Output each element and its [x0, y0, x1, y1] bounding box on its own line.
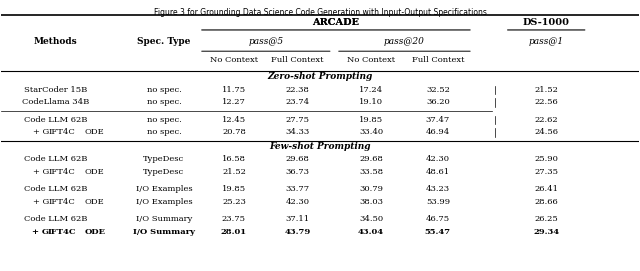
Text: 19.85: 19.85: [359, 116, 383, 124]
Text: 48.61: 48.61: [426, 168, 450, 176]
Text: 29.34: 29.34: [533, 228, 559, 236]
Text: No Context: No Context: [347, 56, 395, 64]
Text: Figure 3 for Grounding Data Science Code Generation with Input-Output Specificat: Figure 3 for Grounding Data Science Code…: [154, 8, 486, 17]
Text: 42.30: 42.30: [426, 155, 450, 163]
Text: 19.10: 19.10: [359, 98, 383, 106]
Text: + G: + G: [33, 198, 49, 206]
Text: Code LLM 62B: Code LLM 62B: [24, 185, 87, 193]
Text: ARCADE: ARCADE: [312, 18, 360, 27]
Text: DS-1000: DS-1000: [523, 18, 570, 27]
Text: 37.11: 37.11: [285, 215, 310, 223]
Text: I/O Examples: I/O Examples: [136, 198, 192, 206]
Text: no spec.: no spec.: [147, 128, 181, 136]
Text: Full Context: Full Context: [412, 56, 464, 64]
Text: 34.33: 34.33: [285, 128, 310, 136]
Text: 29.68: 29.68: [285, 155, 310, 163]
Text: 17.24: 17.24: [359, 86, 383, 93]
Text: IFT4C: IFT4C: [49, 128, 76, 136]
Text: Code LLM 62B: Code LLM 62B: [24, 155, 87, 163]
Text: 26.25: 26.25: [534, 215, 558, 223]
Text: I/O Summary: I/O Summary: [133, 228, 195, 236]
Text: IFT4C: IFT4C: [47, 228, 76, 236]
Text: 20.78: 20.78: [222, 128, 246, 136]
Text: 25.90: 25.90: [534, 155, 558, 163]
Text: Spec. Type: Spec. Type: [137, 37, 191, 46]
Text: No Context: No Context: [210, 56, 258, 64]
Text: 43.04: 43.04: [358, 228, 384, 236]
Text: 11.75: 11.75: [222, 86, 246, 93]
Text: + G: + G: [32, 228, 49, 236]
Text: 53.99: 53.99: [426, 198, 450, 206]
Text: 46.94: 46.94: [426, 128, 450, 136]
Text: 28.66: 28.66: [534, 198, 558, 206]
Text: Few-shot Prompting: Few-shot Prompting: [269, 142, 371, 151]
Text: 26.41: 26.41: [534, 185, 558, 193]
Text: Methods: Methods: [34, 37, 77, 46]
Text: 43.79: 43.79: [285, 228, 311, 236]
Text: 12.27: 12.27: [222, 98, 246, 106]
Text: 55.47: 55.47: [425, 228, 451, 236]
Text: 28.01: 28.01: [221, 228, 247, 236]
Text: CodeLlama 34B: CodeLlama 34B: [22, 98, 89, 106]
Text: 22.56: 22.56: [534, 98, 558, 106]
Text: 16.58: 16.58: [222, 155, 246, 163]
Text: 36.20: 36.20: [426, 98, 450, 106]
Text: ODE: ODE: [84, 128, 104, 136]
Text: 25.23: 25.23: [222, 198, 246, 206]
Text: 27.75: 27.75: [285, 116, 310, 124]
Text: 23.75: 23.75: [222, 215, 246, 223]
Text: 33.40: 33.40: [359, 128, 383, 136]
Text: TypeDesc: TypeDesc: [143, 168, 184, 176]
Text: 46.75: 46.75: [426, 215, 450, 223]
Text: 23.74: 23.74: [285, 98, 310, 106]
Text: 12.45: 12.45: [222, 116, 246, 124]
Text: 38.03: 38.03: [359, 198, 383, 206]
Text: 37.47: 37.47: [426, 116, 450, 124]
Text: Full Context: Full Context: [271, 56, 324, 64]
Text: 32.52: 32.52: [426, 86, 450, 93]
Text: 22.62: 22.62: [534, 116, 558, 124]
Text: 42.30: 42.30: [285, 198, 310, 206]
Text: 27.35: 27.35: [534, 168, 558, 176]
Text: TypeDesc: TypeDesc: [143, 155, 184, 163]
Text: StarCoder 15B: StarCoder 15B: [24, 86, 87, 93]
Text: IFT4C: IFT4C: [49, 198, 76, 206]
Text: + G: + G: [33, 168, 49, 176]
Text: ODE: ODE: [84, 228, 105, 236]
Text: pass@1: pass@1: [529, 37, 564, 46]
Text: 29.68: 29.68: [359, 155, 383, 163]
Text: 43.23: 43.23: [426, 185, 450, 193]
Text: I/O Examples: I/O Examples: [136, 185, 192, 193]
Text: ODE: ODE: [84, 198, 104, 206]
Text: 33.58: 33.58: [359, 168, 383, 176]
Text: 24.56: 24.56: [534, 128, 558, 136]
Text: ARCADE: ARCADE: [312, 18, 360, 27]
Text: Code LLM 62B: Code LLM 62B: [24, 116, 87, 124]
Text: no spec.: no spec.: [147, 116, 181, 124]
Text: 30.79: 30.79: [359, 185, 383, 193]
Text: 34.50: 34.50: [359, 215, 383, 223]
Text: 22.38: 22.38: [285, 86, 310, 93]
Text: 19.85: 19.85: [222, 185, 246, 193]
Text: IFT4C: IFT4C: [49, 168, 76, 176]
Text: pass@20: pass@20: [384, 37, 425, 46]
Text: pass@5: pass@5: [248, 37, 284, 46]
Text: 21.52: 21.52: [222, 168, 246, 176]
Text: no spec.: no spec.: [147, 98, 181, 106]
Text: Zero-shot Prompting: Zero-shot Prompting: [268, 72, 372, 82]
Text: no spec.: no spec.: [147, 86, 181, 93]
Text: 21.52: 21.52: [534, 86, 558, 93]
Text: A: A: [0, 270, 1, 271]
Text: ODE: ODE: [84, 168, 104, 176]
Text: 36.73: 36.73: [285, 168, 310, 176]
Text: Code LLM 62B: Code LLM 62B: [24, 215, 87, 223]
Text: I/O Summary: I/O Summary: [136, 215, 192, 223]
Text: 33.77: 33.77: [285, 185, 310, 193]
Text: + G: + G: [33, 128, 49, 136]
